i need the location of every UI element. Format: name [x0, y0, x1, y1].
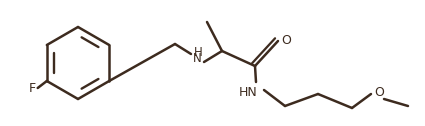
- Text: N: N: [193, 53, 201, 66]
- Text: F: F: [29, 82, 36, 94]
- Text: H: H: [194, 45, 202, 58]
- Text: O: O: [374, 87, 384, 100]
- Text: HN: HN: [238, 86, 258, 99]
- Text: O: O: [281, 34, 291, 46]
